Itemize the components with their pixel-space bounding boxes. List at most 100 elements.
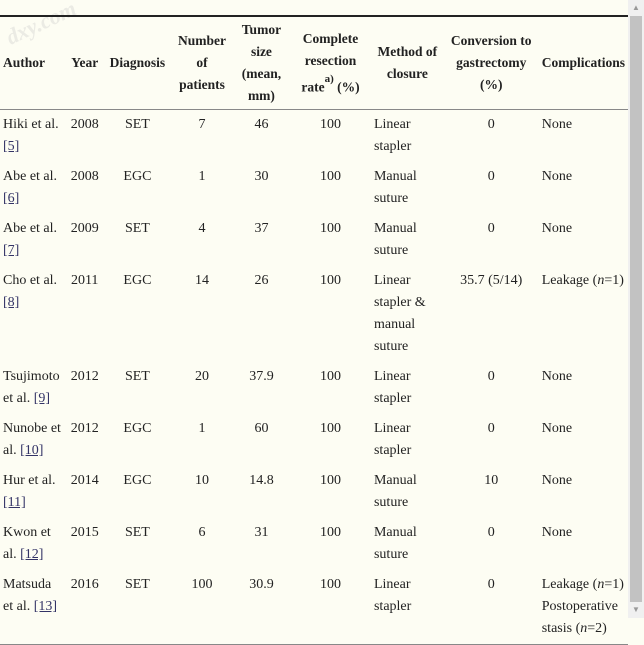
cell-year: 2012 — [70, 369, 99, 384]
cell-size: 30.9 — [249, 577, 274, 592]
cell-complications: None — [539, 362, 628, 414]
cell-diagnosis: SET — [124, 525, 150, 540]
cell-author: Matsuda et al. [13] — [3, 577, 58, 614]
table-row: Nunobe et al. [10] 2012 EGC 1 60 100 Lin… — [0, 414, 628, 466]
cell-method: Linear stapler — [373, 577, 412, 614]
cell-complications: None — [539, 110, 628, 163]
cell-number: 7 — [198, 117, 206, 132]
cell-diagnosis: EGC — [123, 421, 152, 436]
cell-diagnosis: SET — [124, 369, 150, 384]
header-diagnosis: Diagnosis — [103, 16, 172, 110]
cell-year: 2012 — [70, 421, 99, 436]
cell-number: 20 — [195, 369, 209, 384]
cell-complications: Leakage (n=1) — [539, 266, 628, 362]
cell-conversion: 0 — [487, 369, 495, 384]
cell-complications: None — [539, 214, 628, 266]
cell-author: Tsujimoto et al. [9] — [3, 369, 60, 406]
cell-method: Manual suture — [373, 169, 417, 206]
scrollbar-thumb[interactable] — [630, 16, 642, 602]
cell-year: 2008 — [70, 117, 99, 132]
header-number: Number of patients — [171, 16, 233, 110]
cell-diagnosis: EGC — [123, 273, 152, 288]
header-author: Author — [0, 16, 66, 110]
complication-text: None — [541, 525, 573, 540]
cell-conversion: 0 — [487, 577, 495, 592]
reference-link[interactable]: [10] — [20, 443, 44, 458]
table-row: Tsujimoto et al. [9] 2012 SET 20 37.9 10… — [0, 362, 628, 414]
cell-size: 30 — [254, 169, 269, 184]
reference-link[interactable]: [12] — [20, 547, 44, 562]
reference-link[interactable]: [13] — [33, 599, 58, 614]
cell-size: 26 — [254, 273, 269, 288]
reference-link[interactable]: [5] — [3, 139, 20, 154]
cell-number: 1 — [198, 169, 206, 184]
header-size: Tumor size (mean, mm) — [232, 16, 291, 110]
cell-method: Manual suture — [373, 525, 417, 562]
reference-link[interactable]: [11] — [3, 495, 26, 510]
cell-method: Linear stapler — [373, 369, 412, 406]
cell-conversion: 0 — [487, 525, 495, 540]
cell-year: 2014 — [70, 473, 99, 488]
cell-number: 100 — [191, 577, 213, 592]
complication-text: None — [541, 169, 573, 184]
complication-text: None — [541, 421, 573, 436]
cell-diagnosis: EGC — [123, 473, 152, 488]
cell-rate: 100 — [320, 369, 342, 384]
cell-conversion: 0 — [487, 221, 495, 236]
cell-rate: 100 — [320, 221, 342, 236]
cell-complications: None — [539, 518, 628, 570]
cell-number: 6 — [198, 525, 206, 540]
cell-rate: 100 — [320, 525, 342, 540]
scroll-up-icon[interactable]: ▲ — [632, 3, 640, 12]
cell-rate: 100 — [320, 577, 342, 592]
cell-number: 1 — [198, 421, 206, 436]
cell-method: Manual suture — [373, 221, 417, 258]
table-row: Kwon et al. [12] 2015 SET 6 31 100 Manua… — [0, 518, 628, 570]
cell-year: 2008 — [70, 169, 99, 184]
cell-complications: None — [539, 466, 628, 518]
header-method: Method of closure — [370, 16, 444, 110]
complication-text: None — [541, 221, 573, 236]
reference-link[interactable]: [6] — [3, 191, 20, 206]
cell-method: Linear stapler & manual suture — [373, 273, 426, 354]
scrollbar[interactable]: ▲ ▼ — [628, 0, 644, 618]
cell-conversion: 0 — [487, 421, 495, 436]
cell-rate: 100 — [320, 117, 342, 132]
cell-author: Abe et al. [7] — [3, 221, 58, 258]
cell-conversion: 0 — [487, 169, 495, 184]
cell-diagnosis: SET — [124, 117, 150, 132]
cell-size: 46 — [254, 117, 269, 132]
cell-diagnosis: SET — [124, 577, 150, 592]
cell-complications: None — [539, 414, 628, 466]
cell-rate: 100 — [320, 273, 342, 288]
cell-author: Abe et al. [6] — [3, 169, 58, 206]
header-complications: Complications — [538, 16, 628, 110]
cell-complications: None — [539, 162, 628, 214]
cell-diagnosis: SET — [124, 221, 150, 236]
results-table: Author Year Diagnosis Number of patients… — [0, 15, 628, 645]
cell-number: 4 — [198, 221, 206, 236]
cell-author: Cho et al. [8] — [3, 273, 58, 310]
header-row: Author Year Diagnosis Number of patients… — [0, 16, 628, 110]
cell-rate: 100 — [320, 169, 342, 184]
cell-year: 2011 — [70, 273, 99, 288]
table-row: Matsuda et al. [13] 2016 SET 100 30.9 10… — [0, 570, 628, 645]
complication-text: Leakage (n=1) — [541, 273, 624, 288]
table-row: Abe et al. [6] 2008 EGC 1 30 100 Manual … — [0, 162, 628, 214]
cell-year: 2009 — [70, 221, 99, 236]
complication-text: None — [541, 369, 573, 384]
cell-author: Hur et al. [11] — [3, 473, 56, 510]
cell-rate: 100 — [320, 473, 342, 488]
cell-size: 31 — [254, 525, 269, 540]
cell-author: Nunobe et al. [10] — [3, 421, 61, 458]
cell-year: 2016 — [70, 577, 99, 592]
header-year: Year — [65, 16, 104, 110]
reference-link[interactable]: [8] — [3, 295, 20, 310]
table-row: Hur et al. [11] 2014 EGC 10 14.8 100 Man… — [0, 466, 628, 518]
scroll-down-icon[interactable]: ▼ — [632, 605, 640, 614]
reference-link[interactable]: [9] — [33, 391, 51, 406]
reference-link[interactable]: [7] — [3, 243, 20, 258]
cell-author: Hiki et al. [5] — [3, 117, 59, 154]
header-rate: Complete resection ratea) (%) — [290, 16, 371, 110]
cell-size: 37 — [254, 221, 269, 236]
